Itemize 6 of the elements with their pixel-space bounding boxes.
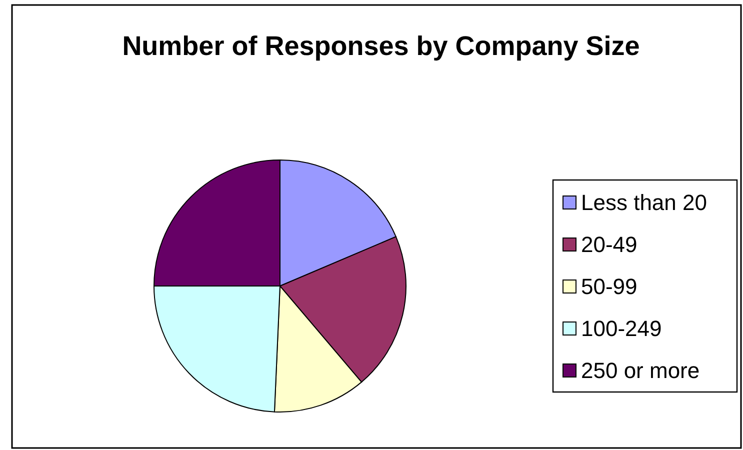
legend-label: 50-99	[581, 274, 638, 299]
chart-title: Number of Responses by Company Size	[122, 31, 640, 61]
legend-label: 250 or more	[581, 358, 700, 383]
legend-label: 20-49	[581, 232, 638, 257]
legend-label: 100-249	[581, 316, 662, 341]
legend-label: Less than 20	[581, 190, 707, 215]
